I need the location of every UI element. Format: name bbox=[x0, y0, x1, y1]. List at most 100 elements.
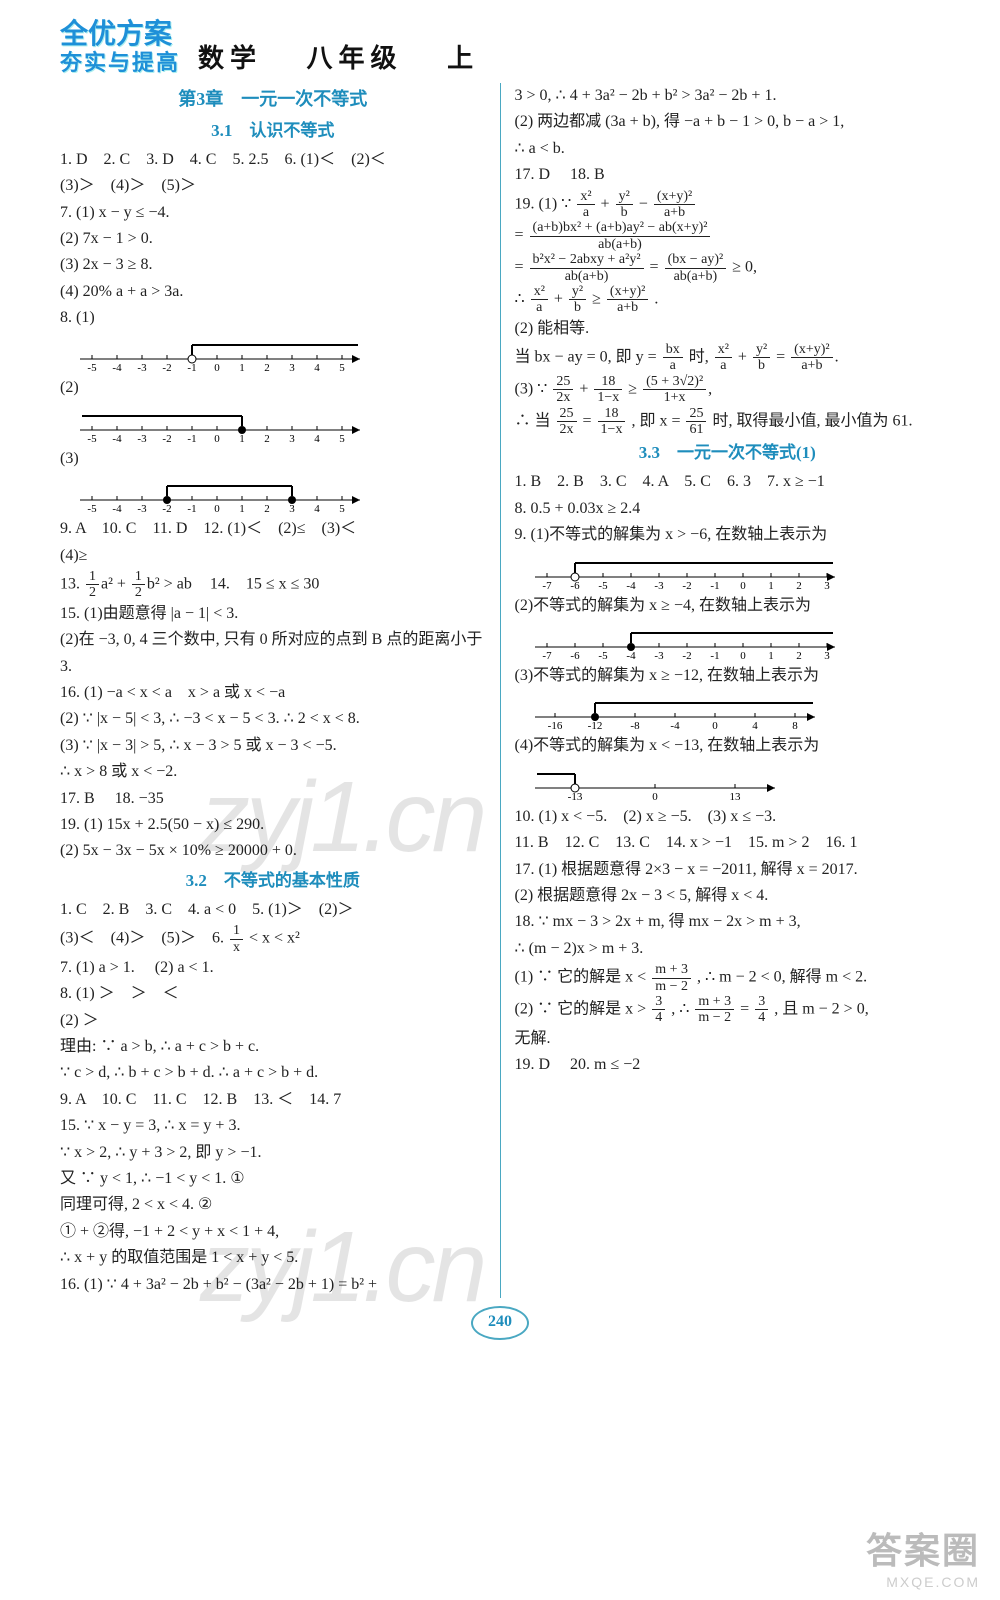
svg-text:2: 2 bbox=[796, 580, 802, 591]
answer-line: (2) 7x − 1 > 0. bbox=[60, 226, 486, 252]
page-number-value: 240 bbox=[471, 1306, 529, 1340]
answer-line: 3 > 0, ∴ 4 + 3a² − 2b + b² > 3a² − 2b + … bbox=[515, 83, 941, 109]
answer-line: 理由: ∵ a > b, ∴ a + c > b + c. bbox=[60, 1034, 486, 1060]
svg-text:-13: -13 bbox=[567, 791, 582, 802]
answer-line: ∵ c > d, ∴ b + c > b + d. ∴ a + c > b + … bbox=[60, 1060, 486, 1086]
svg-text:-5: -5 bbox=[87, 503, 97, 514]
chapter-title: 第3章 一元一次不等式 bbox=[60, 85, 486, 115]
svg-text:-4: -4 bbox=[670, 720, 680, 731]
text: 时, 取得最小值, 最小值为 61. bbox=[712, 412, 912, 429]
svg-text:0: 0 bbox=[214, 362, 220, 373]
answer-line: (3)＜ (4)＞ (5)＞ 6. 1x < x < x² bbox=[60, 923, 486, 955]
text: ∴ 当 bbox=[515, 412, 551, 429]
text: > ab bbox=[164, 576, 192, 593]
answer-line: 9. (1)不等式的解集为 x > −6, 在数轴上表示为 bbox=[515, 522, 941, 548]
number-line-r3: -16 -12 -8 -4 0 4 8 bbox=[525, 695, 941, 731]
answer-line: 19. D 20. m ≤ −2 bbox=[515, 1052, 941, 1078]
answer-line: 8. (1) ＞ ＞ ＜ bbox=[60, 981, 486, 1007]
grade: 八年级 bbox=[307, 44, 403, 73]
svg-text:-3: -3 bbox=[654, 580, 664, 591]
answer-line: 7. (1) a > 1. (2) a < 1. bbox=[60, 955, 486, 981]
answer-line: 8. 0.5 + 0.03x ≥ 2.4 bbox=[515, 496, 941, 522]
svg-text:-8: -8 bbox=[630, 720, 640, 731]
answer-line: (3) ∵ |x − 3| > 5, ∴ x − 3 > 5 或 x − 3 <… bbox=[60, 733, 486, 759]
text: , 即 x = bbox=[631, 412, 680, 429]
svg-text:-1: -1 bbox=[187, 433, 196, 444]
answer-line: (2) 根据题意得 2x − 3 < 5, 解得 x < 4. bbox=[515, 883, 941, 909]
svg-text:1: 1 bbox=[239, 433, 245, 444]
logo-line1: 全优方案 bbox=[60, 20, 180, 51]
svg-text:-4: -4 bbox=[112, 433, 122, 444]
text: 当 bx − ay = 0, 即 y = bbox=[515, 349, 657, 366]
answer-line: (3)＞ (4)＞ (5)＞ bbox=[60, 173, 486, 199]
answer-line: (2) 5x − 3x − 5x × 10% ≥ 20000 + 0. bbox=[60, 838, 486, 864]
svg-text:3: 3 bbox=[824, 650, 830, 661]
answer-line: (3) 2x − 3 ≥ 8. bbox=[60, 252, 486, 278]
svg-text:2: 2 bbox=[796, 650, 802, 661]
answer-line: 17. B 18. −35 bbox=[60, 786, 486, 812]
svg-text:2: 2 bbox=[264, 362, 270, 373]
answer-line: ∴ 当 252x = 181−x , 即 x = 2561 时, 取得最小值, … bbox=[515, 406, 941, 438]
svg-text:-3: -3 bbox=[654, 650, 664, 661]
text: . bbox=[654, 290, 658, 307]
svg-text:-7: -7 bbox=[542, 650, 552, 661]
answer-line: 无解. bbox=[515, 1026, 941, 1052]
svg-text:-5: -5 bbox=[598, 580, 608, 591]
svg-text:-4: -4 bbox=[112, 503, 122, 514]
right-column: 3 > 0, ∴ 4 + 3a² − 2b + b² > 3a² − 2b + … bbox=[501, 83, 941, 1298]
bottom-watermark: 答案圈 MXQE.COM bbox=[866, 1522, 980, 1590]
svg-text:1: 1 bbox=[239, 362, 245, 373]
answer-line: ∴ a < b. bbox=[515, 136, 941, 162]
answer-line: (4) 20% a + a > 3a. bbox=[60, 279, 486, 305]
svg-text:-5: -5 bbox=[87, 433, 97, 444]
svg-text:2: 2 bbox=[264, 503, 270, 514]
answer-line: 10. (1) x < −5. (2) x ≥ −5. (3) x ≤ −3. bbox=[515, 804, 941, 830]
text: , 且 m − 2 > 0, bbox=[774, 1000, 869, 1017]
svg-text:3: 3 bbox=[289, 433, 295, 444]
text: 19. (1) ∵ bbox=[515, 195, 572, 212]
answer-line: 1. B 2. B 3. C 4. A 5. C 6. 3 7. x ≥ −1 bbox=[515, 469, 941, 495]
volume: 上 bbox=[447, 44, 479, 73]
answer-line: 19. (1) ∵ x²a + y²b − (x+y)²a+b bbox=[515, 189, 941, 221]
svg-text:3: 3 bbox=[289, 503, 295, 514]
svg-text:-6: -6 bbox=[570, 580, 580, 591]
answer-line: ∴ (m − 2)x > m + 3. bbox=[515, 936, 941, 962]
answer-line: 同理可得, 2 < x < 4. ② bbox=[60, 1192, 486, 1218]
text: (2) ∵ 它的解是 x > bbox=[515, 1000, 647, 1017]
answer-line: 又 ∵ y < 1, ∴ −1 < y < 1. ① bbox=[60, 1166, 486, 1192]
svg-text:8: 8 bbox=[792, 720, 798, 731]
svg-text:-12: -12 bbox=[587, 720, 602, 731]
svg-text:-4: -4 bbox=[112, 362, 122, 373]
svg-text:2: 2 bbox=[264, 433, 270, 444]
answer-line: 16. (1) ∵ 4 + 3a² − 2b + b² − (3a² − 2b … bbox=[60, 1272, 486, 1298]
svg-text:5: 5 bbox=[339, 503, 345, 514]
answer-line: 17. (1) 根据题意得 2×3 − x = −2011, 解得 x = 20… bbox=[515, 857, 941, 883]
text: ∴ bbox=[515, 290, 525, 307]
svg-text:-1: -1 bbox=[187, 362, 196, 373]
svg-text:-5: -5 bbox=[598, 650, 608, 661]
answer-line: 1. D 2. C 3. D 4. C 5. 2.5 6. (1)＜ (2)＜ bbox=[60, 147, 486, 173]
fraction: 1x bbox=[228, 923, 245, 955]
svg-text:4: 4 bbox=[314, 433, 320, 444]
answer-line: (2) ∵ 它的解是 x > 34 , ∴ m + 3m − 2 = 34 , … bbox=[515, 994, 941, 1026]
svg-text:-6: -6 bbox=[570, 650, 580, 661]
text: = bbox=[740, 1000, 753, 1017]
answer-line: (3) ∵ 252x + 181−x ≥ (5 + 3√2)²1+x, bbox=[515, 374, 941, 406]
svg-text:13: 13 bbox=[729, 791, 741, 802]
svg-text:-2: -2 bbox=[162, 362, 171, 373]
svg-text:0: 0 bbox=[740, 580, 746, 591]
svg-text:-3: -3 bbox=[137, 503, 147, 514]
svg-text:-16: -16 bbox=[547, 720, 562, 731]
answer-line: 当 bx − ay = 0, 即 y = bxa 时, x²a + y²b = … bbox=[515, 342, 941, 374]
page-header: 全优方案 夯实与提高 数学 八年级 上 bbox=[60, 20, 940, 75]
subject: 数学 bbox=[198, 44, 262, 73]
svg-text:-5: -5 bbox=[87, 362, 97, 373]
answer-line: 13. 12a² + 12b² > ab 14. 15 ≤ x ≤ 30 bbox=[60, 569, 486, 601]
svg-text:0: 0 bbox=[740, 650, 746, 661]
answer-line: 7. (1) x − y ≤ −4. bbox=[60, 200, 486, 226]
svg-text:-3: -3 bbox=[137, 433, 147, 444]
page-number: 240 bbox=[60, 1306, 940, 1340]
fraction: 12 bbox=[130, 569, 147, 601]
svg-text:-1: -1 bbox=[710, 650, 719, 661]
svg-text:3: 3 bbox=[824, 580, 830, 591]
